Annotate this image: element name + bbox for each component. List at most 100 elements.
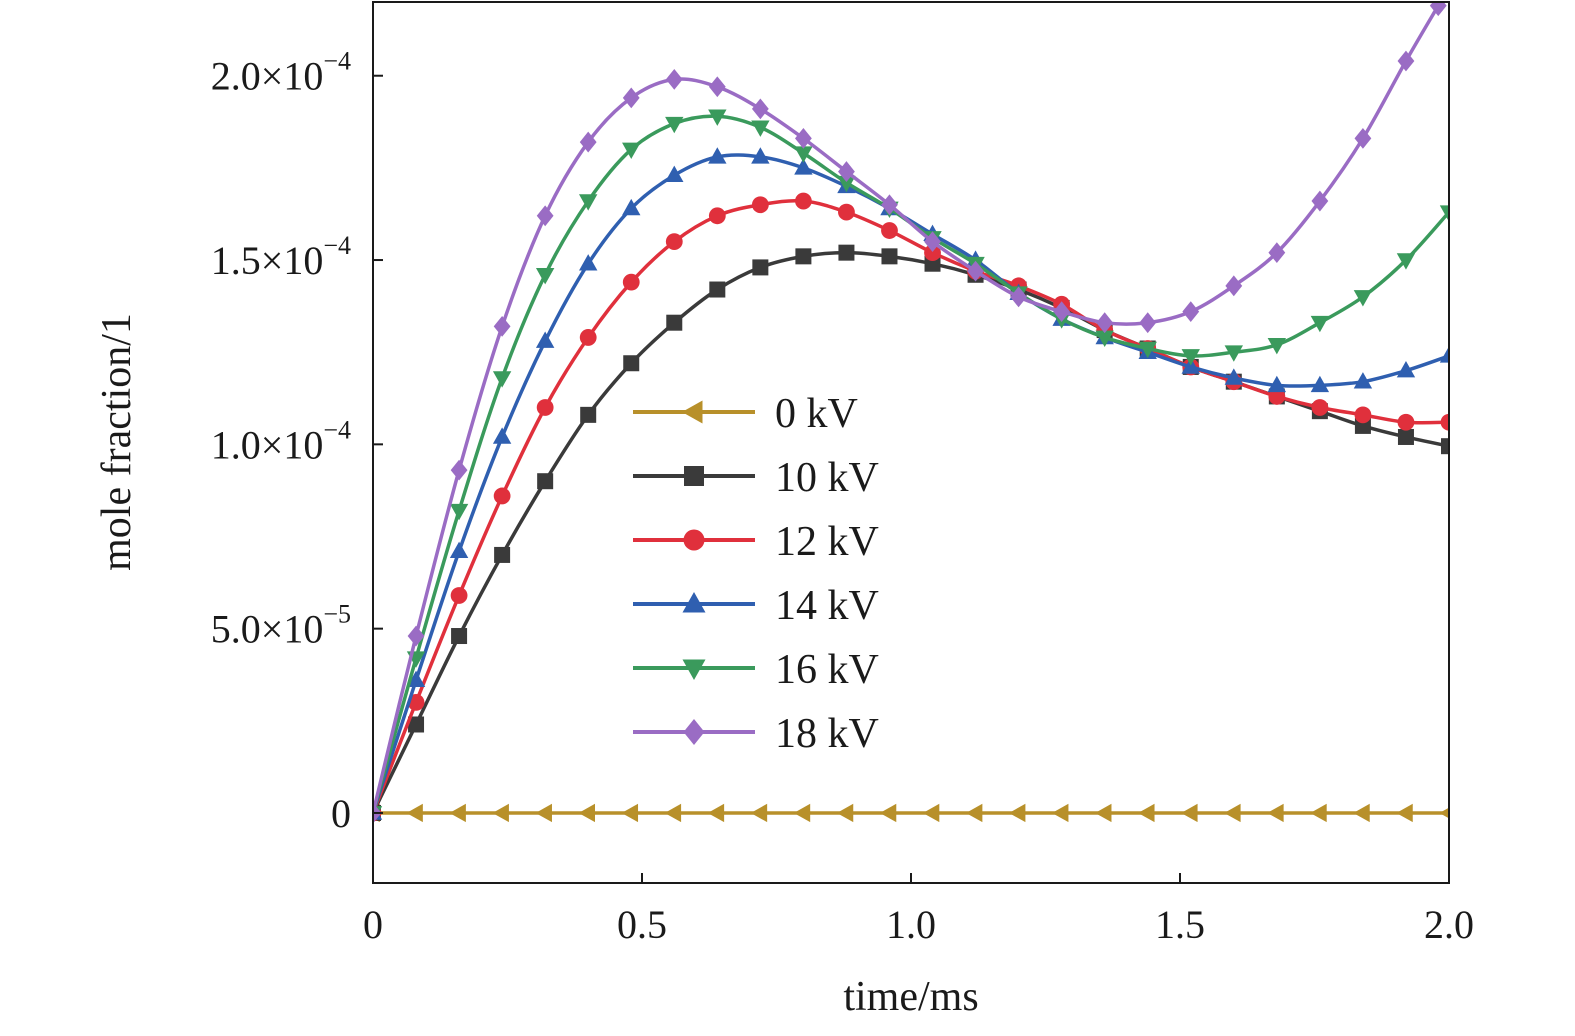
data-point [881, 222, 898, 239]
series-5 [373, 2, 1447, 824]
data-point [1267, 375, 1287, 393]
data-point [622, 87, 640, 109]
legend-item: 10 kV [633, 455, 879, 501]
data-point [1310, 315, 1330, 333]
data-point [1224, 803, 1241, 823]
data-point [709, 281, 726, 298]
data-point [665, 116, 684, 134]
data-point [492, 427, 512, 444]
data-point [493, 487, 511, 505]
data-point [1396, 361, 1416, 378]
data-point [1181, 349, 1200, 366]
data-point [623, 355, 640, 372]
data-point [1396, 803, 1413, 823]
data-point [708, 109, 727, 126]
data-point [1397, 428, 1414, 445]
y-tick-label: 1.0×10−4 [211, 415, 351, 467]
x-axis-title: time/ms [843, 974, 978, 1020]
x-tick-label: 0.5 [617, 902, 667, 947]
data-point [621, 803, 639, 823]
data-point [535, 267, 555, 285]
data-point [408, 716, 425, 733]
data-point [1439, 346, 1449, 363]
data-point [622, 273, 640, 291]
data-point [579, 329, 597, 346]
data-point [1181, 357, 1200, 374]
data-point [752, 259, 769, 276]
plot-frame [372, 1, 1450, 884]
series-line [373, 250, 1449, 814]
x-tick-label: 1.0 [886, 902, 936, 947]
data-point [708, 76, 726, 98]
data-point [1053, 301, 1071, 323]
legend-label: 12 kV [775, 519, 879, 565]
data-point [449, 541, 469, 559]
legend-item: 12 kV [633, 519, 879, 565]
legend-label: 0 kV [775, 391, 858, 437]
data-point [751, 196, 769, 214]
data-point [1096, 312, 1114, 334]
legend-item: 0 kV [633, 391, 858, 437]
data-point [664, 803, 682, 823]
x-tick-label: 1.5 [1155, 902, 1205, 947]
data-point [1138, 803, 1155, 823]
series-3 [373, 147, 1449, 820]
data-point [580, 406, 597, 423]
data-point [1095, 330, 1114, 348]
data-point [794, 146, 813, 163]
data-point [1354, 406, 1372, 424]
legend-label: 10 kV [775, 455, 879, 501]
legend-marker [683, 529, 705, 551]
data-point [838, 161, 855, 182]
data-point [494, 546, 511, 563]
data-point [1181, 803, 1198, 823]
data-point [666, 314, 683, 331]
data-point [1267, 338, 1287, 355]
y-axis-title: mole fraction/1 [94, 313, 140, 571]
data-point [1225, 275, 1243, 297]
data-point [1095, 803, 1112, 823]
data-point [924, 244, 941, 262]
data-point [1009, 803, 1026, 823]
data-point [837, 175, 856, 193]
legend-label: 18 kV [775, 711, 879, 757]
data-point [406, 670, 426, 688]
data-point [1139, 312, 1157, 334]
legend: 0 kV 10 kV 12 kV 14 kV 16 kV 18 kV [633, 391, 879, 757]
data-point [924, 231, 941, 253]
series-1 [373, 244, 1449, 821]
data-point [1441, 438, 1449, 455]
data-point [793, 803, 811, 823]
data-point [1224, 345, 1243, 362]
legend-label: 14 kV [775, 583, 879, 629]
y-tick-label: 1.5×10−4 [211, 231, 351, 283]
data-point [795, 192, 812, 210]
legend-marker [682, 400, 703, 424]
legend-item: 16 kV [633, 647, 879, 693]
data-point [751, 120, 770, 137]
data-point [492, 371, 512, 388]
data-point [665, 69, 683, 90]
data-point [535, 331, 555, 348]
data-point [450, 587, 468, 604]
data-point [1353, 290, 1373, 307]
data-point [708, 147, 727, 164]
data-point [579, 254, 598, 271]
data-point [536, 205, 554, 227]
data-point [450, 459, 468, 481]
data-point [622, 198, 641, 216]
data-point [1439, 807, 1449, 819]
data-point [537, 473, 554, 490]
data-point [535, 803, 552, 823]
data-point [881, 194, 898, 216]
data-point [879, 803, 897, 823]
data-point [1052, 803, 1069, 823]
legend-item: 18 kV [633, 711, 879, 757]
data-point [795, 127, 812, 149]
axes-layer: 0 0.5 1.0 1.5 2.0 0 5.0×10−5 1.0×10−4 1.5×10−4 2.… [211, 47, 1474, 947]
legend-marker [683, 719, 705, 745]
data-point [449, 803, 466, 823]
data-point [795, 248, 812, 265]
data-point [579, 194, 598, 211]
data-point [1396, 253, 1416, 270]
